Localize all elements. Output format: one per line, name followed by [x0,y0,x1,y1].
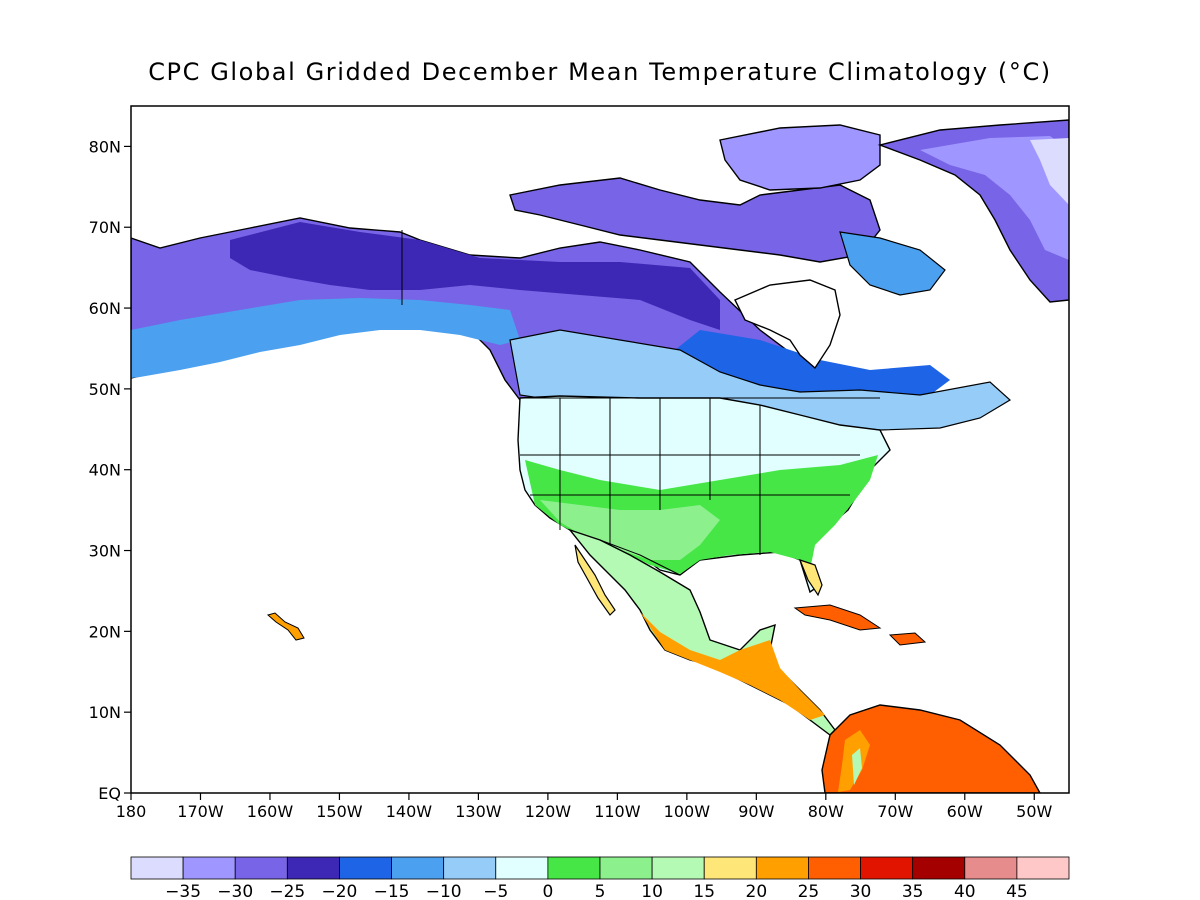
florida [798,559,823,597]
colorbar-swatch [808,856,861,880]
colorbar-swatch [1016,856,1070,880]
lon-label: 70W [877,802,913,821]
baffin-island [839,231,946,296]
colorbar-swatch [234,856,288,880]
colorbar-swatch [391,856,445,880]
greenland-interior [920,136,1069,260]
colorbar-swatch [182,856,236,880]
colorbar-label: 40 [954,882,976,900]
baja-california [574,544,616,616]
alaska-south-band [131,298,520,378]
colorbar-label: −20 [321,882,357,900]
lon-axis: 180 170W 160W 150W 140W 130W 120W 110W 100W 90W 80… [116,793,1053,821]
colorbar-label: 0 [542,882,553,900]
lat-axis: EQ 10N 20N 30N 40N 50N 60N 70N 80N [89,137,131,803]
lon-label: 130W [455,802,502,821]
colorbar: −35 −30 −25 −20 −15 −10 −5 0 5 10 15 20 25 30 35 40 45 [130,856,1070,900]
colorbar-label: −35 [165,882,201,900]
lon-label: 120W [525,802,572,821]
colorbar-swatch [443,856,497,880]
lat-label: 10N [89,703,121,722]
lon-label: 140W [386,802,433,821]
colorbar-label: 5 [595,882,606,900]
greenland-summit [1030,138,1069,205]
lon-label: 150W [316,802,363,821]
lon-label: 180 [116,802,147,821]
lon-label: 80W [808,802,844,821]
lat-label: 80N [89,137,121,156]
map-frame-border [130,105,1070,794]
colorbar-swatch [495,856,549,880]
colorbar-swatch [339,856,392,880]
colorbar-label: 35 [902,882,924,900]
lon-label: 90W [738,802,774,821]
page-title: CPC Global Gridded December Mean Tempera… [148,58,1052,86]
lon-label: 110W [594,802,641,821]
hispaniola [888,632,927,646]
andes-cooler [852,748,862,785]
lat-label: 70N [89,218,121,237]
lat-label: 20N [89,622,121,641]
colorbar-swatch [599,856,653,880]
colorbar-swatch [547,856,601,880]
colorbar-label: 15 [693,882,715,900]
lat-label: 30N [89,542,121,561]
lon-label: 160W [247,802,294,821]
colorbar-label: −10 [426,882,462,900]
colorbar-label: 20 [746,882,768,900]
colorbar-swatch [703,856,757,880]
lat-label: 50N [89,380,121,399]
south-america [821,704,1041,793]
colorbar-swatch [964,856,1018,880]
cuba [793,604,882,631]
colorbar-swatch [286,856,340,880]
colorbar-label: −15 [374,882,410,900]
lat-label: 40N [89,461,121,480]
political-borders [401,230,880,576]
lat-label: 60N [89,299,121,318]
lat-label: EQ [98,784,121,803]
colorbar-label: −30 [217,882,253,900]
colorbar-swatch [130,856,184,880]
colorbar-label: 30 [850,882,872,900]
ellesmere-island [719,124,881,191]
colorbar-label: 45 [1006,882,1028,900]
lon-label: 170W [177,802,224,821]
colorbar-label: −5 [483,882,508,900]
colorbar-swatch [912,856,966,880]
colorbar-label: 25 [798,882,820,900]
usa-southwest-light [540,500,720,560]
lon-label: 60W [947,802,983,821]
colorbar-swatch [651,856,705,880]
lon-label: 100W [664,802,711,821]
hudson-bay [734,279,841,370]
colorbar-swatch [755,856,809,880]
colorbar-label: −25 [269,882,305,900]
colorbar-label: 10 [641,882,663,900]
colorbar-swatch [860,856,914,880]
dark-core-north [230,222,720,330]
map-plot [131,106,1069,793]
mexico-warm-coast [640,612,825,720]
lon-label: 50W [1016,802,1052,821]
hawaii [266,612,305,641]
